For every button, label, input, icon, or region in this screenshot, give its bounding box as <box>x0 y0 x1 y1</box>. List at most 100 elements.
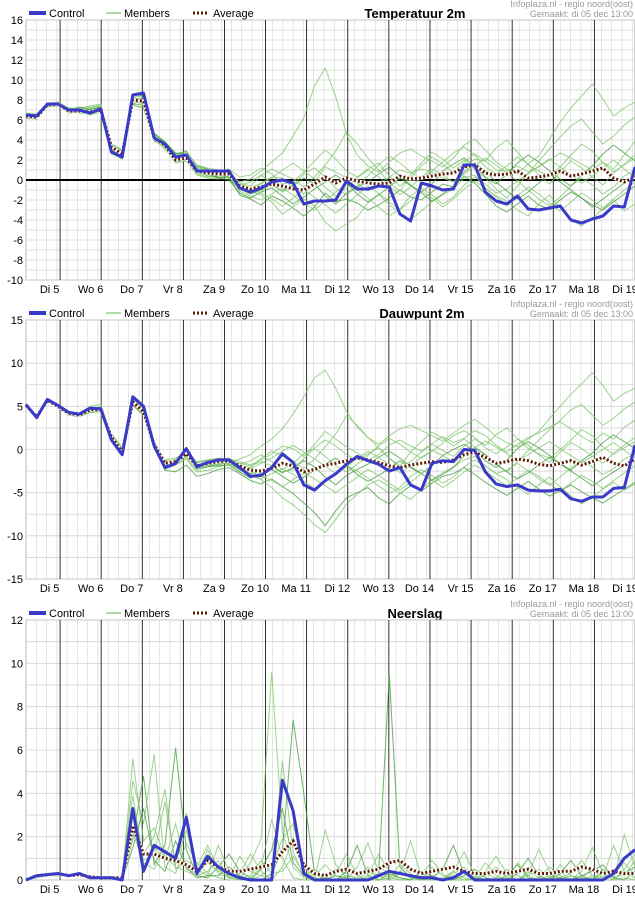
panel-temperature-header: Control Members Average Temperatuur 2m I… <box>29 0 633 21</box>
y-tick-label: -15 <box>7 574 23 586</box>
x-tick-label: Zo 17 <box>529 284 557 296</box>
x-tick-label: Ma 18 <box>569 583 600 595</box>
x-tick-label: Di 12 <box>324 284 350 296</box>
average-series-line <box>24 398 635 474</box>
x-tick-label: Za 9 <box>203 284 225 296</box>
x-tick-label: Zo 17 <box>529 583 557 595</box>
x-tick-label: Di 12 <box>324 583 350 595</box>
y-tick-label: 4 <box>17 135 23 147</box>
x-tick-label: Wo 6 <box>78 583 103 595</box>
control-series-line <box>24 395 635 503</box>
x-tick-label: Do 14 <box>405 583 434 595</box>
legend-control-label: Control <box>49 308 84 320</box>
made-label: Gemaakt: di 05 dec 13:00 <box>530 609 633 619</box>
x-tick-label: Za 9 <box>203 583 225 595</box>
x-tick-label: Do 7 <box>120 583 143 595</box>
x-tick-label: Di 5 <box>40 284 60 296</box>
y-tick-label: 10 <box>11 75 23 87</box>
x-tick-label: Zo 10 <box>241 583 269 595</box>
y-tick-label: -5 <box>13 488 23 500</box>
plot-area: -10 -8 -6 -4 -2 0 2 4 6 8 10 12 14 16 Di 5 Wo 6 Do 7 Vr 8… <box>7 15 635 296</box>
x-tick-label: Di 12 <box>324 884 350 896</box>
chart-title: Temperatuur 2m <box>365 6 466 21</box>
legend-average-label: Average <box>213 308 254 320</box>
y-tick-label: -6 <box>13 235 23 247</box>
x-tick-label: Wo 6 <box>78 284 103 296</box>
y-tick-label: 2 <box>17 832 23 844</box>
x-tick-label: Vr 15 <box>448 884 474 896</box>
y-tick-label: 5 <box>17 401 23 413</box>
x-tick-label: Ma 18 <box>569 884 600 896</box>
source-label: Infoplaza.nl - regio noord(oost) <box>510 0 633 9</box>
y-tick-label: -10 <box>7 531 23 543</box>
plot-areas: -10 -8 -6 -4 -2 0 2 4 6 8 10 12 14 16 Di 5 Wo 6 Do 7 Vr 8… <box>7 15 635 896</box>
x-tick-label: Za 16 <box>488 583 516 595</box>
x-tick-label: Di 19 <box>612 583 635 595</box>
x-tick-label: Do 7 <box>120 284 143 296</box>
y-tick-label: 10 <box>11 358 23 370</box>
y-tick-label: 0 <box>17 445 23 457</box>
x-tick-label: Ma 11 <box>281 284 311 296</box>
x-tick-label: Wo 13 <box>363 884 395 896</box>
y-tick-label: 4 <box>17 788 23 800</box>
x-tick-label: Vr 8 <box>163 284 183 296</box>
x-tick-label: Vr 8 <box>163 583 183 595</box>
control-series-line <box>25 778 635 882</box>
y-tick-label: 14 <box>11 35 23 47</box>
x-tick-label: Ma 11 <box>281 884 311 896</box>
panel-dewpoint-header: Control Members Average Dauwpunt 2m Info… <box>29 299 633 321</box>
plot-area: -15 -10 -5 0 5 10 15 Di 5 Wo 6 Do 7 Vr 8 Za 9 Zo 10 M… <box>7 315 635 595</box>
control-series-line <box>25 91 635 225</box>
y-tick-label: 12 <box>11 615 23 627</box>
y-tick-label: -10 <box>7 275 23 287</box>
y-tick-label: 12 <box>11 55 23 67</box>
x-tick-label: Di 19 <box>612 284 635 296</box>
y-tick-label: 8 <box>17 95 23 107</box>
y-tick-label: 15 <box>11 315 23 327</box>
y-tick-label: 0 <box>17 175 23 187</box>
y-tick-label: 6 <box>17 745 23 757</box>
legend-control-label: Control <box>49 8 84 20</box>
x-tick-label: Zo 10 <box>241 884 269 896</box>
x-tick-label: Za 16 <box>488 284 516 296</box>
x-tick-label: Vr 8 <box>163 884 183 896</box>
panel-precipitation-header: Control Members Average Neerslag Infopla… <box>29 599 633 621</box>
x-tick-label: Wo 13 <box>363 583 395 595</box>
source-label: Infoplaza.nl - regio noord(oost) <box>510 599 633 609</box>
plot-area: 0 2 4 6 8 10 12 Di 5 Wo 6 Do 7 Vr 8 Za 9 Zo 10 Ma 11 D… <box>11 615 635 896</box>
legend-average-label: Average <box>213 8 254 20</box>
x-tick-label: Ma 18 <box>569 284 600 296</box>
x-tick-label: Vr 15 <box>448 284 474 296</box>
x-tick-label: Ma 11 <box>281 583 311 595</box>
x-tick-label: Do 14 <box>405 284 434 296</box>
y-tick-label: 0 <box>17 875 23 887</box>
y-tick-label: 10 <box>11 658 23 670</box>
legend-members-label: Members <box>124 608 170 620</box>
y-tick-label: 8 <box>17 702 23 714</box>
y-tick-label: -8 <box>13 255 23 267</box>
legend-members-label: Members <box>124 308 170 320</box>
chart-title: Dauwpunt 2m <box>379 306 464 321</box>
chart-title: Neerslag <box>388 606 443 621</box>
y-tick-label: 2 <box>17 155 23 167</box>
x-tick-label: Di 5 <box>40 583 60 595</box>
y-tick-label: 6 <box>17 115 23 127</box>
x-tick-label: Vr 15 <box>448 583 474 595</box>
made-label: Gemaakt: di 05 dec 13:00 <box>530 9 633 19</box>
y-tick-label: 16 <box>11 15 23 27</box>
x-tick-label: Zo 10 <box>241 284 269 296</box>
legend-average-label: Average <box>213 608 254 620</box>
y-tick-label: -2 <box>13 195 23 207</box>
x-tick-label: Do 14 <box>405 884 434 896</box>
x-tick-label: Do 7 <box>120 884 143 896</box>
made-label: Gemaakt: di 05 dec 13:00 <box>530 309 633 319</box>
y-tick-label: -4 <box>13 215 23 227</box>
legend-members-label: Members <box>124 8 170 20</box>
x-tick-label: Za 16 <box>488 884 516 896</box>
x-tick-label: Wo 13 <box>363 284 395 296</box>
x-tick-label: Wo 6 <box>78 884 103 896</box>
x-tick-label: Di 19 <box>612 884 635 896</box>
x-tick-label: Zo 17 <box>529 884 557 896</box>
